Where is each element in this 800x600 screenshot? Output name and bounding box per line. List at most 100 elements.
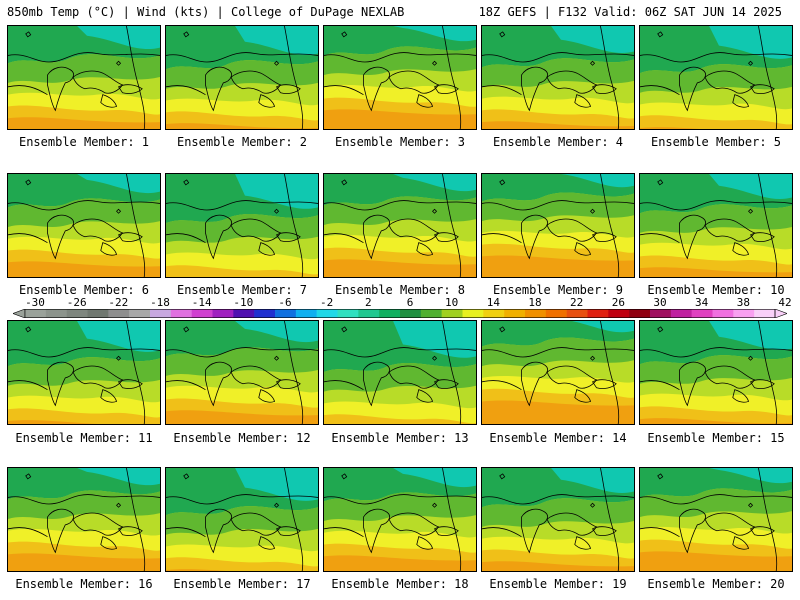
map-14 xyxy=(482,321,634,424)
colorbar-swatch-28 xyxy=(608,309,630,318)
map-13 xyxy=(324,321,476,424)
colorbar-label-8: 2 xyxy=(365,296,372,309)
ensemble-map-panel-8 xyxy=(323,173,477,278)
colorbar-label-4: -14 xyxy=(191,296,212,309)
colorbar-swatch-3 xyxy=(87,309,109,318)
colorbar-swatch-25 xyxy=(545,309,567,318)
ensemble-member-label-14: Ensemble Member: 14 xyxy=(489,431,627,445)
ensemble-map-panel-9 xyxy=(481,173,635,278)
colorbar-swatch-23 xyxy=(504,309,526,318)
ensemble-member-label-13: Ensemble Member: 13 xyxy=(331,431,469,445)
header-title: 850mb Temp (°C) | Wind (kts) | College o… xyxy=(7,5,405,19)
map-19 xyxy=(482,468,634,571)
colorbar-swatch-10 xyxy=(233,309,255,318)
colorbar-label-1: -26 xyxy=(66,296,87,309)
ensemble-member-label-1: Ensemble Member: 1 xyxy=(18,135,150,149)
ensemble-map-panel-10 xyxy=(639,173,793,278)
ensemble-member-label-8: Ensemble Member: 8 xyxy=(334,283,466,297)
ensemble-map-panel-16 xyxy=(7,467,161,572)
ensemble-member-label-10: Ensemble Member: 10 xyxy=(647,283,785,297)
colorbar-label-16: 34 xyxy=(695,296,709,309)
map-4 xyxy=(482,26,634,129)
map-16 xyxy=(8,468,160,571)
ensemble-map-panel-12 xyxy=(165,320,319,425)
colorbar-label-9: 6 xyxy=(406,296,414,309)
colorbar-swatch-9 xyxy=(212,309,234,318)
colorbar-labels: -30 -26 -22 -18 -14 -10 -6 -2 2 6 10 14 18 22 26 30 34 38… xyxy=(13,296,792,309)
ensemble-map-panel-18 xyxy=(323,467,477,572)
ensemble-member-label-11: Ensemble Member: 11 xyxy=(15,431,153,445)
colorbar-swatch-5 xyxy=(129,309,151,318)
colorbar-swatch-32 xyxy=(691,309,713,318)
colorbar-label-17: 38 xyxy=(736,296,750,309)
map-3 xyxy=(324,26,476,129)
ensemble-member-label-2: Ensemble Member: 2 xyxy=(176,135,308,149)
colorbar-label-5: -10 xyxy=(233,296,254,309)
ensemble-member-label-17: Ensemble Member: 17 xyxy=(173,577,311,591)
ensemble-map-panel-14 xyxy=(481,320,635,425)
map-12 xyxy=(166,321,318,424)
map-5 xyxy=(640,26,792,129)
ensemble-member-label-4: Ensemble Member: 4 xyxy=(492,135,624,149)
ensemble-member-label-15: Ensemble Member: 15 xyxy=(647,431,785,445)
map-9 xyxy=(482,174,634,277)
colorbar-swatch-21 xyxy=(462,309,484,318)
map-8 xyxy=(324,174,476,277)
colorbar-swatch-18 xyxy=(400,309,422,318)
colorbar-label-6: -6 xyxy=(278,296,292,309)
ensemble-map-panel-17 xyxy=(165,467,319,572)
colorbar-swatch-30 xyxy=(650,309,672,318)
colorbar-swatch-15 xyxy=(337,309,359,318)
colorbar-swatch-0 xyxy=(25,309,47,318)
map-17 xyxy=(166,468,318,571)
colorbar-swatch-4 xyxy=(108,309,130,318)
colorbar-label-2: -22 xyxy=(108,296,129,309)
ensemble-map-panel-15 xyxy=(639,320,793,425)
map-18 xyxy=(324,468,476,571)
colorbar-swatch-33 xyxy=(712,309,734,318)
colorbar-frame xyxy=(24,309,776,318)
map-10 xyxy=(640,174,792,277)
ensemble-member-label-6: Ensemble Member: 6 xyxy=(18,283,150,297)
colorbar-swatch-31 xyxy=(670,309,692,318)
colorbar-label-13: 22 xyxy=(570,296,584,309)
colorbar-swatch-14 xyxy=(316,309,338,318)
ensemble-map-panel-13 xyxy=(323,320,477,425)
ensemble-member-label-9: Ensemble Member: 9 xyxy=(492,283,624,297)
colorbar-swatch-1 xyxy=(45,309,67,318)
ensemble-map-panel-2 xyxy=(165,25,319,130)
ensemble-member-label-16: Ensemble Member: 16 xyxy=(15,577,153,591)
colorbar-swatch-34 xyxy=(733,309,755,318)
colorbar-svg xyxy=(13,309,787,318)
colorbar-swatch-26 xyxy=(566,309,588,318)
map-11 xyxy=(8,321,160,424)
map-6 xyxy=(8,174,160,277)
ensemble-map-panel-1 xyxy=(7,25,161,130)
map-15 xyxy=(640,321,792,424)
colorbar-label-12: 18 xyxy=(528,296,542,309)
colorbar-label-10: 10 xyxy=(445,296,459,309)
ensemble-map-panel-6 xyxy=(7,173,161,278)
colorbar-swatch-6 xyxy=(150,309,172,318)
ensemble-member-label-19: Ensemble Member: 19 xyxy=(489,577,627,591)
ensemble-map-panel-20 xyxy=(639,467,793,572)
colorbar-swatch-13 xyxy=(295,309,317,318)
colorbar-min-arrow xyxy=(13,309,26,318)
ensemble-member-label-3: Ensemble Member: 3 xyxy=(334,135,466,149)
ensemble-map-panel-7 xyxy=(165,173,319,278)
map-7 xyxy=(166,174,318,277)
map-2 xyxy=(166,26,318,129)
colorbar-label-3: -18 xyxy=(150,296,170,309)
ensemble-member-label-18: Ensemble Member: 18 xyxy=(331,577,469,591)
colorbar-swatch-7 xyxy=(170,309,192,318)
ensemble-member-label-5: Ensemble Member: 5 xyxy=(650,135,782,149)
ensemble-map-panel-11 xyxy=(7,320,161,425)
ensemble-map-panel-4 xyxy=(481,25,635,130)
ensemble-map-panel-19 xyxy=(481,467,635,572)
colorbar-swatch-35 xyxy=(754,309,776,318)
ensemble-member-label-7: Ensemble Member: 7 xyxy=(176,283,308,297)
colorbar-swatch-29 xyxy=(629,309,651,318)
colorbar-swatch-19 xyxy=(420,309,442,318)
colorbar-swatch-8 xyxy=(191,309,213,318)
ensemble-map-panel-3 xyxy=(323,25,477,130)
